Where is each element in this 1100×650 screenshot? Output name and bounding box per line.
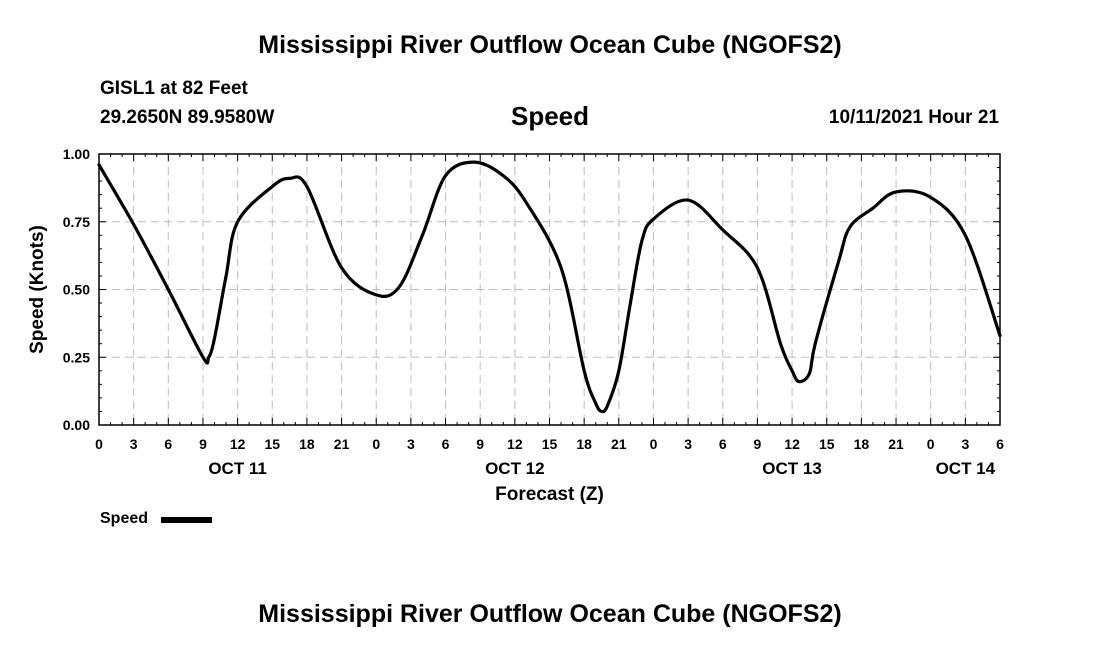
y-tick-label: 1.00 <box>63 146 90 162</box>
x-tick-label: 12 <box>784 436 800 452</box>
x-tick-label: 18 <box>576 436 592 452</box>
x-date-label: OCT 14 <box>936 459 996 478</box>
y-tick-label: 0.50 <box>63 282 90 298</box>
x-tick-label: 15 <box>542 436 558 452</box>
x-tick-label: 21 <box>611 436 627 452</box>
x-tick-label: 0 <box>372 436 380 452</box>
chart-title-top: Mississippi River Outflow Ocean Cube (NG… <box>258 31 842 59</box>
y-tick-label: 0.25 <box>63 349 90 365</box>
x-tick-label: 12 <box>230 436 246 452</box>
legend-label: Speed <box>100 510 149 527</box>
axis-labels: 0 3 6 9 12 15 18 21 0 3 6 9 12 15 18 21 0 3 6 9 12 15 18 21 0 3 6 0… <box>63 146 1004 478</box>
x-tick-label: 6 <box>164 436 172 452</box>
chart-title-bottom: Mississippi River Outflow Ocean Cube (NG… <box>258 600 842 628</box>
x-tick-label: 3 <box>130 436 138 452</box>
x-tick-label: 6 <box>996 436 1004 452</box>
x-tick-label: 21 <box>888 436 904 452</box>
forecast-datetime: 10/11/2021 Hour 21 <box>828 107 999 128</box>
legend-swatch <box>161 517 212 523</box>
x-tick-label: 3 <box>684 436 692 452</box>
x-tick-label: 0 <box>927 436 935 452</box>
x-date-label: OCT 11 <box>208 459 267 478</box>
x-tick-label: 3 <box>407 436 415 452</box>
x-tick-label: 6 <box>719 436 727 452</box>
y-tick-label: 0.75 <box>63 214 90 230</box>
x-tick-label: 9 <box>199 436 207 452</box>
x-tick-label: 0 <box>650 436 658 452</box>
x-tick-label: 3 <box>961 436 969 452</box>
x-tick-label: 18 <box>854 436 870 452</box>
x-date-label: OCT 13 <box>762 459 822 478</box>
variable-title: Speed <box>510 101 590 131</box>
x-tick-label: 15 <box>264 436 280 452</box>
x-date-label: OCT 12 <box>485 459 545 478</box>
x-tick-label: 9 <box>476 436 484 452</box>
station-coordinates: 29.2650N 89.9580W <box>100 107 275 128</box>
y-tick-label: 0.00 <box>63 417 90 433</box>
y-axis-title: Speed (Knots) <box>27 225 48 354</box>
x-tick-label: 15 <box>819 436 835 452</box>
x-axis-title: Forecast (Z) <box>495 484 604 505</box>
x-tick-label: 21 <box>334 436 350 452</box>
plot-frame <box>98 153 1001 426</box>
station-label: GISL1 at 82 Feet <box>100 78 248 99</box>
grid-lines <box>99 154 1000 425</box>
x-tick-label: 9 <box>754 436 762 452</box>
x-tick-label: 18 <box>299 436 315 452</box>
x-tick-label: 6 <box>442 436 450 452</box>
x-tick-label: 12 <box>507 436 523 452</box>
series-line-speed <box>97 160 1002 414</box>
x-tick-label: 0 <box>95 436 103 452</box>
